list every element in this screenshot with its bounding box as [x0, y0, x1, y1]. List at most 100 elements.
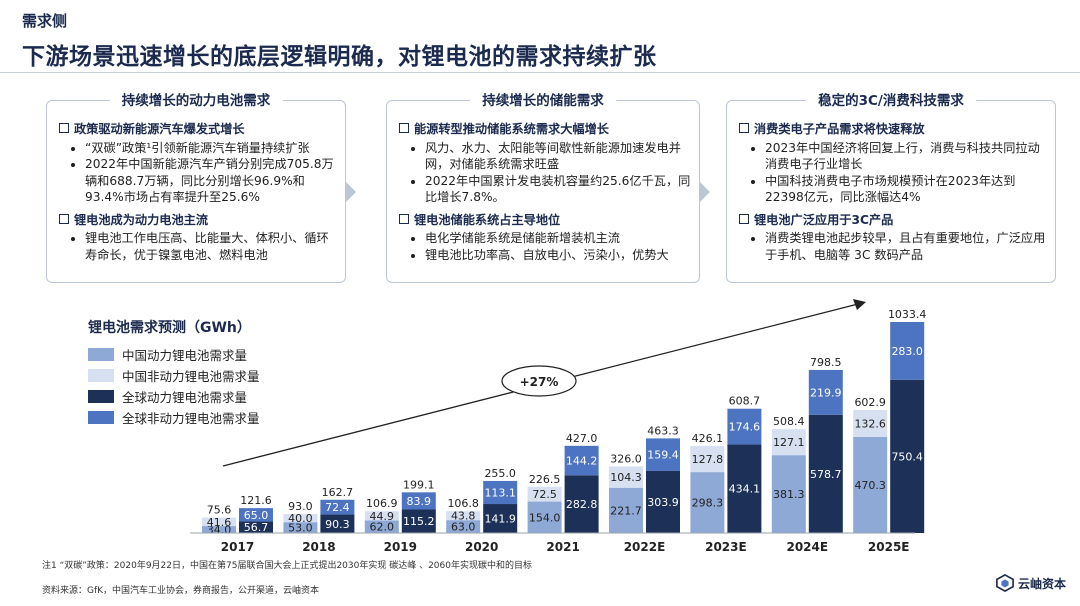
bar-value-label: 470.3: [854, 479, 886, 492]
bar-china-nonpower: [853, 409, 888, 437]
header-divider: [0, 72, 1080, 73]
bar-value-label: 303.9: [647, 496, 679, 509]
bar-global-power: [727, 444, 762, 533]
panel-subheading: 消费类电子产品需求将快速释放: [739, 121, 1047, 138]
x-tick-label: 2020: [465, 540, 498, 554]
bar-value-label: 154.0: [529, 511, 561, 524]
x-tick-label: 2017: [221, 540, 254, 554]
panel-bullet: 锂电池工作电压高、比能量大、体积小、循环寿命长，优于镍氢电池、燃料电池: [85, 230, 337, 263]
square-bullet-icon: [739, 213, 749, 224]
bar-value-label: 282.8: [566, 498, 598, 511]
page-headline: 下游场景迅速增长的底层逻辑明确，对锂电池的需求持续扩张: [22, 44, 657, 70]
bar-value-label: 283.0: [891, 345, 923, 358]
x-tick-label: 2024E: [786, 540, 828, 554]
source-note: 资料来源：GfK，中国汽车工业协会，券商报告，公开渠道，云岫资本: [42, 586, 320, 596]
bar-total-label: 226.5: [529, 473, 561, 486]
bar-value-label: 127.8: [692, 453, 724, 466]
x-tick-label: 2025E: [868, 540, 910, 554]
x-tick-label: 2018: [302, 540, 335, 554]
bar-value-label: 72.5: [532, 488, 557, 501]
bar-total-label: 106.8: [447, 497, 479, 510]
bar-total-label: 121.6: [240, 494, 272, 507]
panel-bullet: 电化学储能系统是储能新增装机主流: [425, 230, 691, 247]
bar-value-label: 434.1: [729, 483, 761, 496]
bar-global-nonpower: [401, 492, 436, 510]
bar-total-label: 255.0: [484, 467, 516, 480]
legend-swatch: [88, 390, 114, 403]
square-bullet-icon: [59, 123, 69, 133]
bar-value-label: 90.3: [325, 518, 350, 531]
panel-bullet: 2022年中国累计发电装机容量约25.6亿千瓦，同比增长7.8%。: [425, 173, 691, 206]
bar-global-power: [239, 521, 273, 533]
legend-swatch: [88, 369, 114, 382]
legend-item: 中国非动力锂电池需求量: [88, 365, 260, 386]
bar-global-nonpower: [320, 499, 355, 515]
legend-swatch: [88, 411, 114, 424]
bar-china-power: [202, 526, 236, 533]
panel-energy-storage: 持续增长的储能需求 能源转型推动储能系统需求大幅增长 风力、水力、太阳能等间歇性…: [386, 89, 710, 283]
bar-china-nonpower: [609, 466, 643, 488]
bar-global-nonpower: [890, 322, 925, 380]
panel-bullet: 2023年中国经济将回复上行，消费与科技共同拉动消费电子行业增长: [765, 140, 1047, 173]
bar-global-power: [808, 414, 843, 533]
panel-bullet: 消费类锂电池起步较早，且占有重要地位，广泛应用于手机、电脑等 3C 数码产品: [765, 230, 1047, 263]
logo-mark-icon: [996, 574, 1014, 592]
panel-arrow: [346, 181, 356, 202]
company-logo: 云岫资本: [996, 574, 1066, 592]
panel-bullet: 中国科技消费电子市场规模预计在2023年达到22398亿元，同比涨幅达4%: [765, 173, 1047, 206]
bar-value-label: 115.2: [403, 515, 435, 528]
bar-total-label: 608.7: [729, 395, 761, 408]
bar-china-power: [609, 487, 643, 533]
bar-value-label: 53.0: [288, 522, 313, 535]
panel-power-battery: 持续增长的动力电池需求 政策驱动新能源汽车爆发式增长 “双碳”政策¹引领新能源汽…: [46, 89, 356, 283]
x-tick-label: 2019: [384, 540, 417, 554]
panel-arrow: [700, 181, 710, 202]
panel-3c-consumer: 稳定的3C/消费科技需求 消费类电子产品需求将快速释放 2023年中国经济将回复…: [726, 89, 1056, 283]
bar-value-label: 41.6: [207, 516, 232, 529]
bar-global-power: [564, 475, 599, 533]
panel-bullet: “双碳”政策¹引领新能源汽车销量持续扩张: [85, 140, 337, 157]
bar-china-power: [690, 472, 725, 533]
bar-value-label: 174.6: [729, 421, 761, 434]
bar-value-label: 44.9: [370, 510, 395, 523]
square-bullet-icon: [59, 213, 69, 224]
bar-china-nonpower: [364, 511, 399, 521]
bar-value-label: 62.0: [370, 521, 395, 534]
bar-value-label: 65.0: [244, 509, 269, 522]
bar-value-label: 381.3: [773, 488, 805, 501]
bar-value-label: 132.6: [854, 417, 886, 430]
bar-total-label: 463.3: [647, 424, 679, 437]
bar-china-power: [446, 520, 481, 533]
bar-total-label: 798.5: [810, 356, 842, 369]
bar-total-label: 93.0: [288, 500, 313, 513]
panel-subheading: 锂电池广泛应用于3C产品: [739, 212, 1047, 229]
bar-total-label: 508.4: [773, 415, 805, 428]
bar-global-power: [890, 379, 925, 533]
bar-value-label: 83.9: [407, 495, 432, 508]
legend-item: 全球非动力锂电池需求量: [88, 407, 260, 428]
bar-total-label: 162.7: [322, 486, 354, 499]
panel-bullet: 锂电池比功率高、自放电小、污染小，优势大: [425, 247, 691, 264]
legend-item: 全球动力锂电池需求量: [88, 386, 260, 407]
bar-global-nonpower: [239, 508, 273, 522]
bar-global-power: [483, 504, 518, 533]
panel-bullet: 2022年中国新能源汽车产销分别完成705.8万辆和688.7万辆，同比分别增长…: [85, 156, 337, 206]
bar-value-label: 219.9: [810, 386, 842, 399]
bar-global-power: [646, 470, 680, 533]
bar-value-label: 40.0: [288, 512, 313, 525]
bar-total-label: 426.1: [692, 432, 724, 445]
bar-global-power: [401, 509, 436, 533]
growth-annotation-label: +27%: [520, 375, 559, 389]
x-tick-label: 2022E: [624, 540, 666, 554]
bar-value-label: 159.4: [647, 449, 679, 462]
bar-value-label: 72.4: [325, 501, 350, 514]
growth-arrow-head: [853, 299, 866, 310]
panel-title: 持续增长的储能需求: [470, 89, 616, 109]
growth-annotation-bubble: [501, 365, 577, 397]
chart-legend: 中国动力锂电池需求量 中国非动力锂电池需求量 全球动力锂电池需求量 全球非动力锂…: [88, 344, 260, 428]
bar-china-nonpower: [527, 486, 562, 502]
legend-item: 中国动力锂电池需求量: [88, 344, 260, 365]
panel-title: 持续增长的动力电池需求: [109, 89, 283, 109]
bar-value-label: 750.4: [891, 450, 923, 463]
bar-value-label: 104.3: [610, 471, 642, 484]
